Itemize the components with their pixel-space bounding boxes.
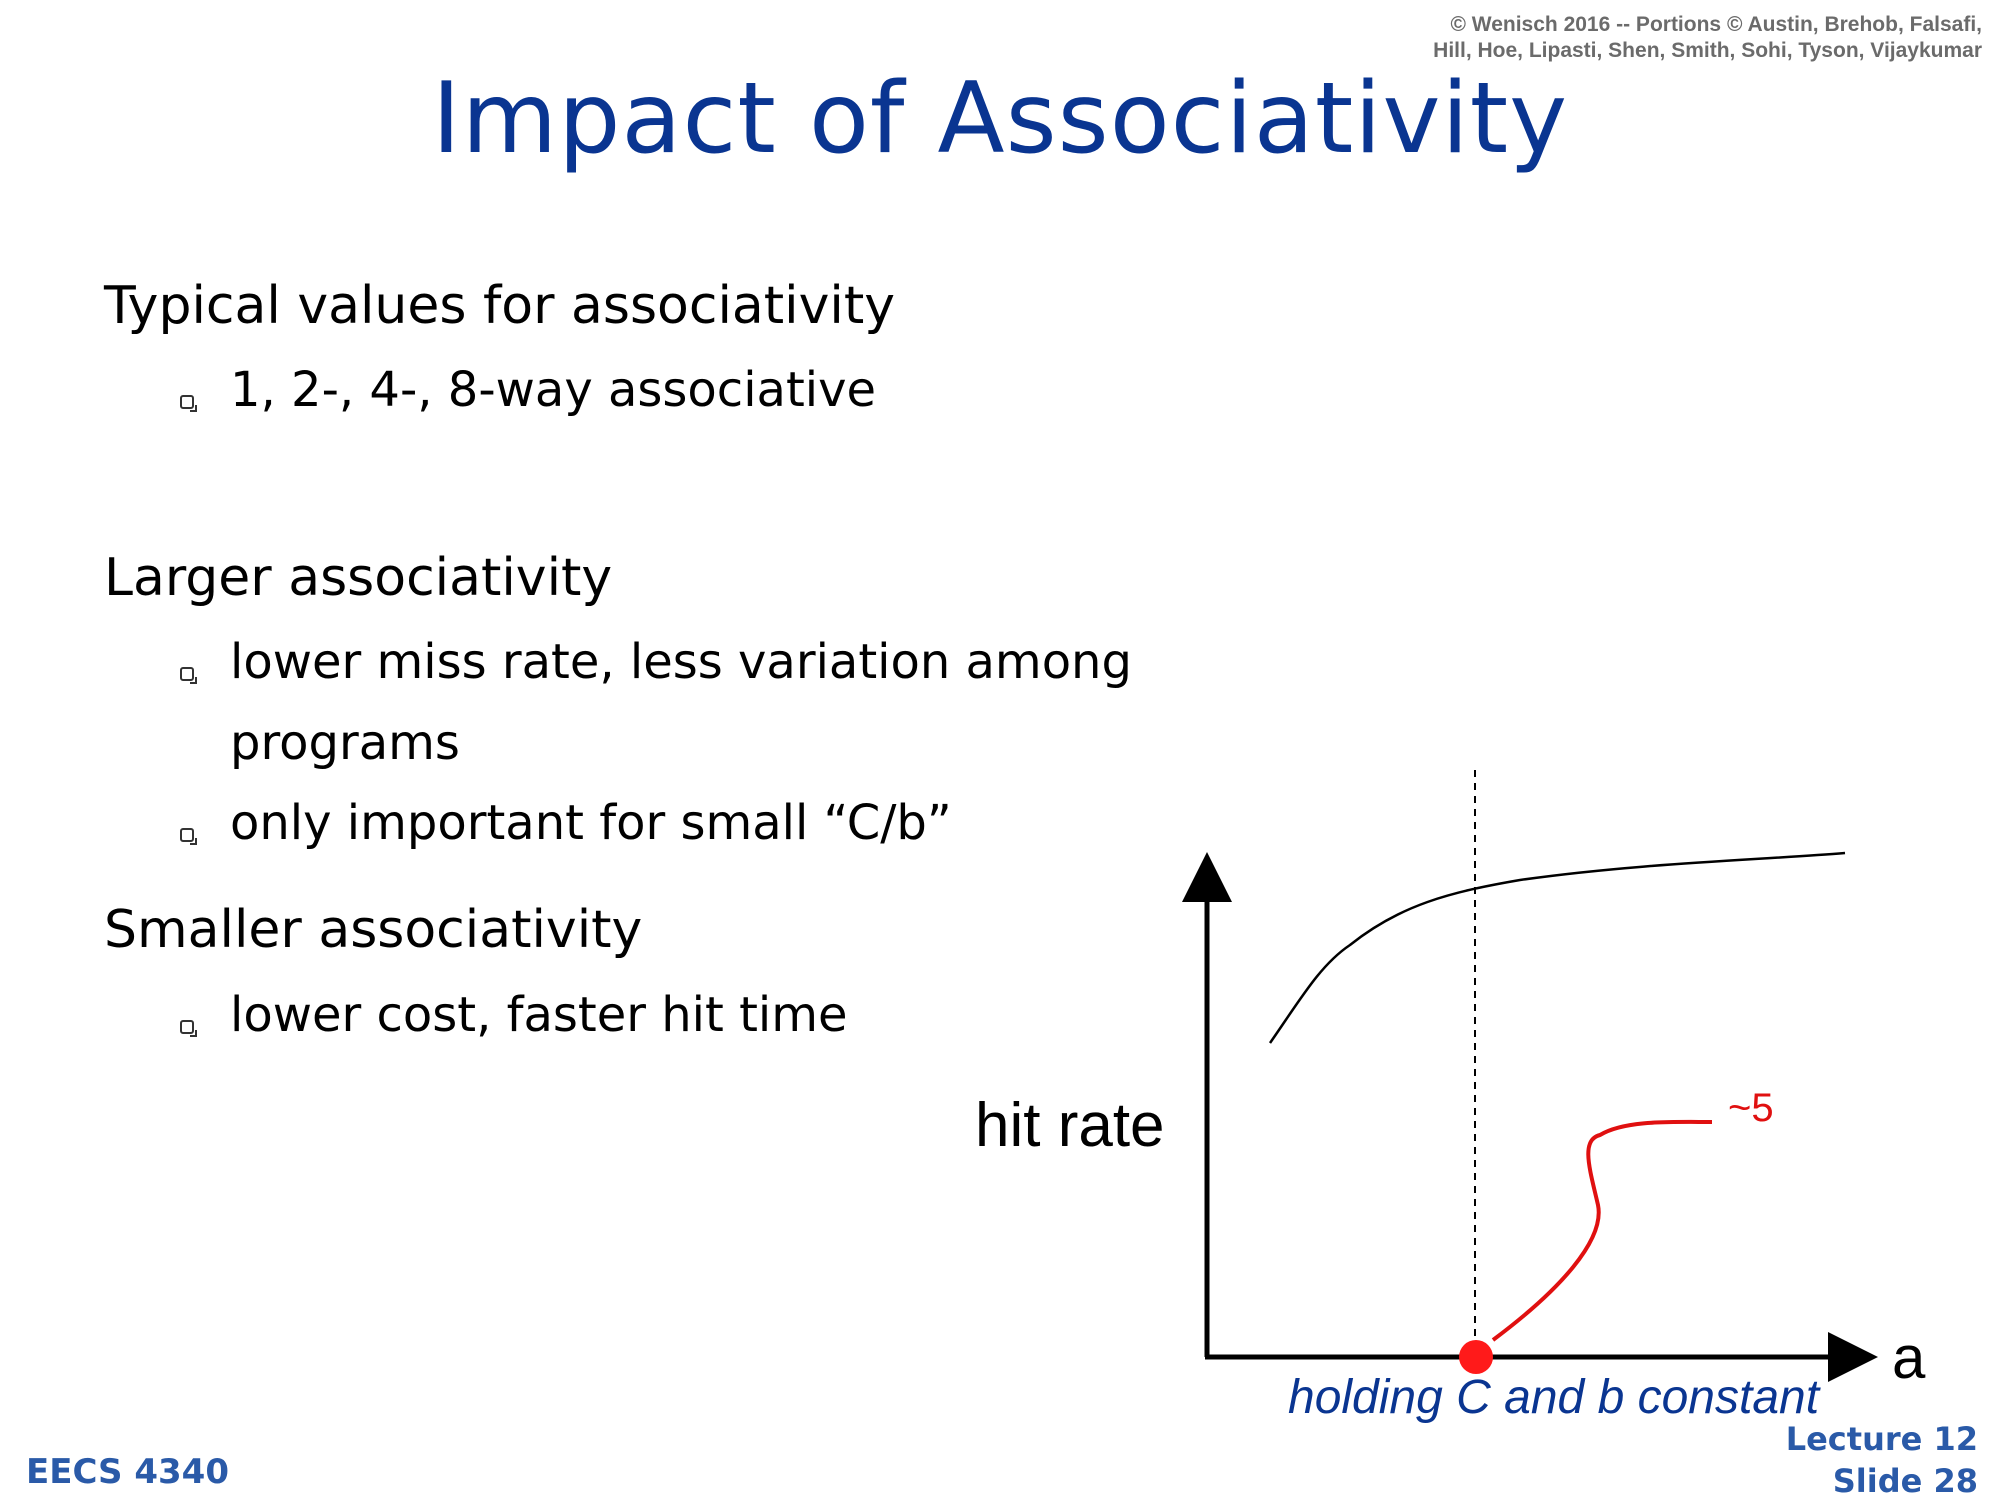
copyright-notice: © Wenisch 2016 -- Portions © Austin, Bre… — [1433, 12, 1982, 64]
section-heading-smaller: Smaller associativity — [104, 900, 643, 960]
course-label: EECS 4340 — [26, 1452, 229, 1492]
bullet-small-cb: only important for small “C/b” — [230, 795, 952, 851]
bullet-icon — [180, 1020, 197, 1037]
y-axis-label: hit rate — [975, 1091, 1165, 1160]
bullet-lower-miss-rate-cont: programs — [230, 715, 460, 771]
lecture-info: Lecture 12 Slide 28 — [1786, 1418, 1978, 1502]
slide-number: Slide 28 — [1832, 1462, 1978, 1500]
bullet-lower-cost: lower cost, faster hit time — [230, 987, 848, 1043]
figure-caption: holding C and b constant — [1288, 1371, 1820, 1424]
bullet-icon — [180, 395, 197, 412]
bullet-icon — [180, 828, 197, 845]
copyright-line-2: Hill, Hoe, Lipasti, Shen, Smith, Sohi, T… — [1433, 39, 1982, 62]
section-heading-typical: Typical values for associativity — [104, 276, 895, 336]
x-axis-label: a — [1892, 1324, 1926, 1391]
hit-rate-curve — [1268, 851, 1846, 1044]
bullet-icon — [180, 667, 197, 684]
bullet-lower-miss-rate: lower miss rate, less variation among — [230, 634, 1132, 690]
copyright-line-1: © Wenisch 2016 -- Portions © Austin, Bre… — [1450, 13, 1982, 36]
annotation-curve — [1491, 1119, 1713, 1342]
lecture-number: Lecture 12 — [1785, 1420, 1978, 1458]
slide-title: Impact of Associativity — [431, 62, 1569, 176]
annotation-label: ~5 — [1728, 1086, 1774, 1130]
operating-point-dot — [1459, 1340, 1493, 1374]
bullet-associative-values: 1, 2-, 4-, 8-way associative — [230, 362, 877, 418]
section-heading-larger: Larger associativity — [104, 548, 613, 608]
